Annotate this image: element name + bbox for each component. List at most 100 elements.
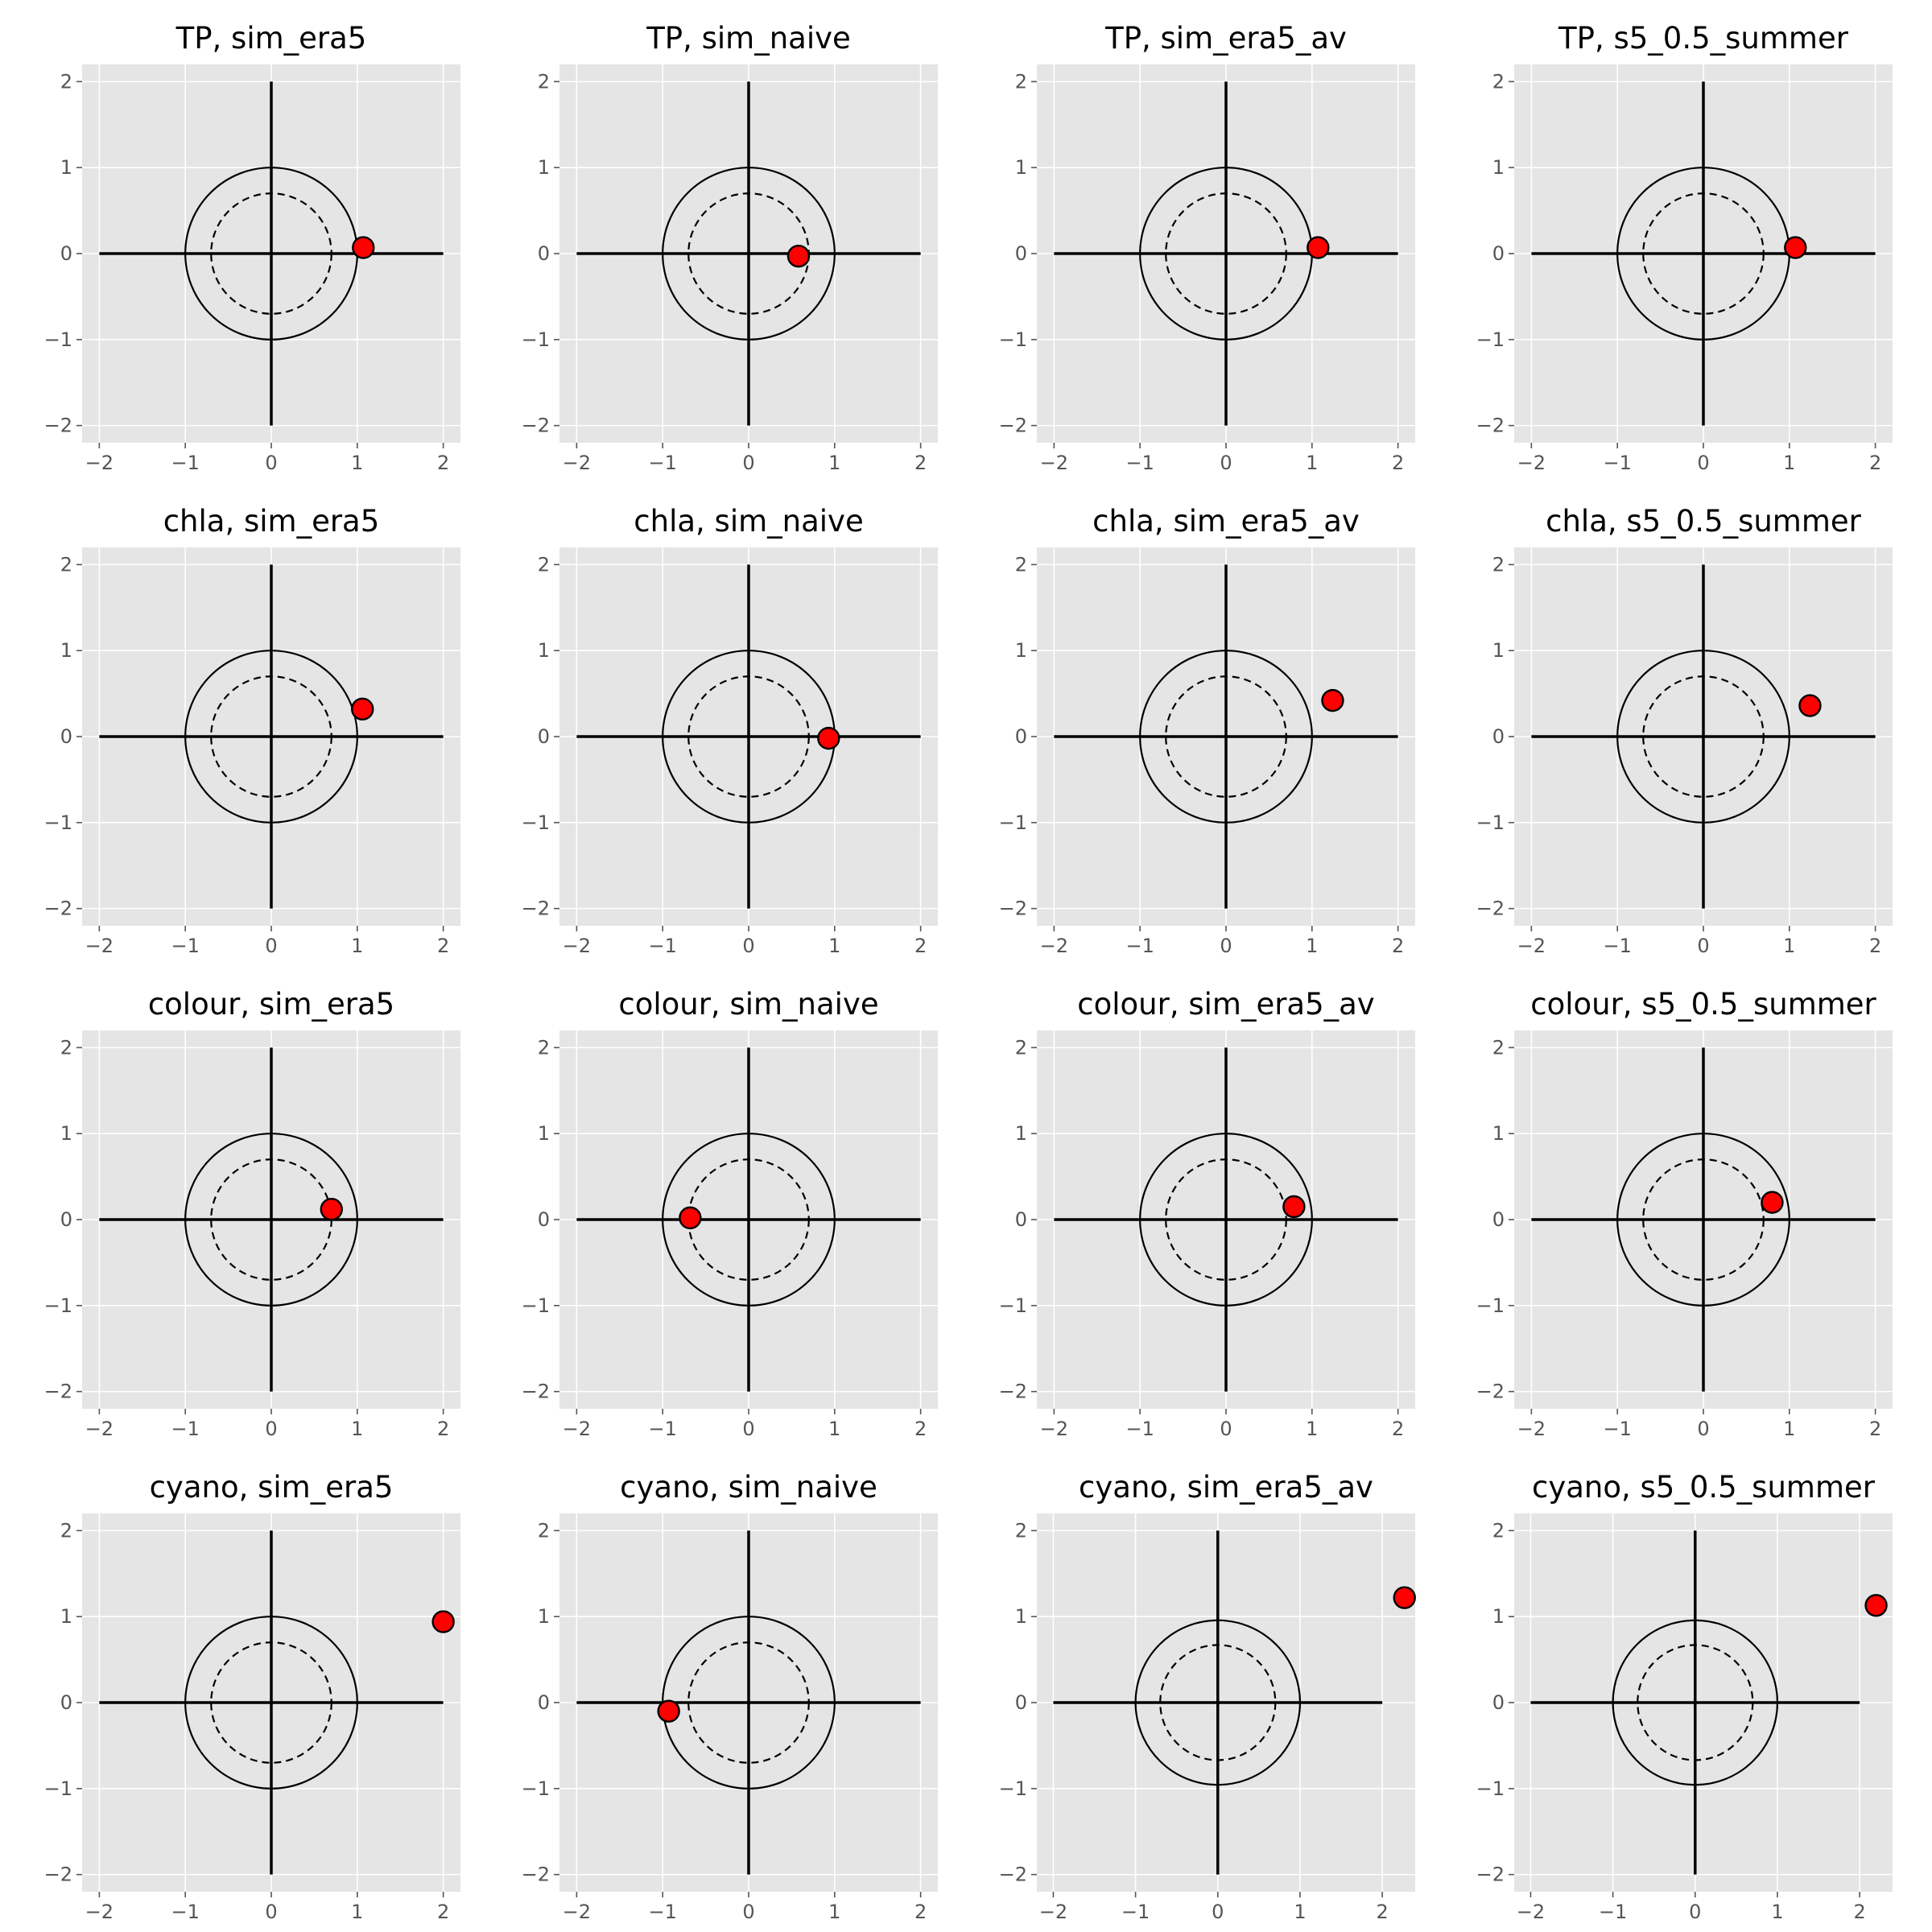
y-tick-label: −1 bbox=[1476, 811, 1505, 834]
subplot-6: −2 −2 −1 −1 0 0 1 1 2 2 chla, sim_era5_av bbox=[999, 504, 1415, 957]
subplot-1: −2 −2 −1 −1 0 0 1 1 2 2 TP, sim_naive bbox=[522, 21, 938, 474]
data-point bbox=[1321, 688, 1344, 712]
x-tick-label: −2 bbox=[563, 1901, 591, 1923]
x-tick-label: 1 bbox=[351, 935, 363, 957]
y-tick-label: −2 bbox=[522, 1381, 550, 1403]
x-tick-label: 1 bbox=[828, 452, 840, 474]
y-tick-label: 0 bbox=[1492, 725, 1505, 748]
x-tick-label: −1 bbox=[171, 935, 199, 957]
x-tick-label: 0 bbox=[1697, 452, 1709, 474]
inner-dashed-circle bbox=[1642, 675, 1765, 798]
y-tick-label: 1 bbox=[1492, 1122, 1505, 1145]
unit-circle bbox=[1134, 1619, 1302, 1786]
x-tick-label: 2 bbox=[437, 935, 449, 957]
subplot-title: chla, sim_naive bbox=[634, 504, 863, 539]
data-point bbox=[1798, 694, 1822, 717]
y-tick-label: −2 bbox=[999, 415, 1027, 437]
y-tick-label: 1 bbox=[60, 1605, 72, 1628]
subplot-4: −2 −2 −1 −1 0 0 1 1 2 2 chla, sim_era5 bbox=[44, 504, 460, 957]
x-tick-label: −2 bbox=[1517, 1901, 1545, 1923]
y-tick-label: 1 bbox=[1492, 1605, 1505, 1628]
y-tick-label: 2 bbox=[1015, 70, 1027, 93]
x-tick-label: −2 bbox=[85, 1901, 114, 1923]
x-tick-label: −2 bbox=[1040, 935, 1068, 957]
y-tick-label: 0 bbox=[538, 242, 550, 265]
y-tick-label: −2 bbox=[44, 898, 72, 920]
x-tick-label: 1 bbox=[1771, 1901, 1783, 1923]
x-tick-label: −1 bbox=[1599, 1901, 1627, 1923]
x-tick-label: 2 bbox=[437, 452, 449, 474]
y-tick-label: −1 bbox=[522, 328, 550, 351]
data-point bbox=[351, 697, 374, 721]
x-tick-label: 0 bbox=[265, 452, 277, 474]
y-tick-label: 2 bbox=[1492, 70, 1505, 93]
y-tick-label: 2 bbox=[60, 553, 72, 576]
y-tick-label: −2 bbox=[1476, 415, 1505, 437]
x-tick-label: 0 bbox=[1220, 1418, 1232, 1440]
x-tick-label: 1 bbox=[1783, 935, 1795, 957]
subplot-title: chla, sim_era5_av bbox=[1092, 504, 1360, 539]
x-tick-label: −2 bbox=[563, 935, 591, 957]
x-tick-label: 2 bbox=[1869, 1418, 1881, 1440]
x-tick-label: −2 bbox=[85, 935, 114, 957]
subplot-12: −2 −2 −1 −1 0 0 1 1 2 2 cyano, sim_era5 bbox=[44, 1470, 460, 1923]
subplot-11: −2 −2 −1 −1 0 0 1 1 2 2 colour, s5_0.5_summer bbox=[1476, 987, 1893, 1440]
y-tick-label: −2 bbox=[999, 1864, 1027, 1886]
x-tick-label: 0 bbox=[1689, 1901, 1701, 1923]
y-tick-label: 0 bbox=[60, 242, 72, 265]
x-tick-label: −1 bbox=[648, 935, 676, 957]
y-tick-label: −2 bbox=[44, 1381, 72, 1403]
subplot-13: −2 −2 −1 −1 0 0 1 1 2 2 cyano, sim_naive bbox=[522, 1470, 938, 1923]
y-tick-label: 1 bbox=[1015, 1122, 1027, 1145]
subplot-3: −2 −2 −1 −1 0 0 1 1 2 2 TP, s5_0.5_summer bbox=[1476, 21, 1893, 474]
x-tick-label: 2 bbox=[437, 1901, 449, 1923]
x-tick-label: 2 bbox=[437, 1418, 449, 1440]
y-tick-label: −2 bbox=[1476, 898, 1505, 920]
data-point bbox=[352, 236, 375, 259]
unit-circle bbox=[1612, 1619, 1779, 1786]
x-tick-label: −1 bbox=[1603, 935, 1631, 957]
data-point bbox=[431, 1610, 455, 1633]
unit-circle bbox=[184, 1133, 358, 1307]
x-tick-label: −1 bbox=[648, 1418, 676, 1440]
x-tick-label: 0 bbox=[1697, 935, 1709, 957]
subplot-9: −2 −2 −1 −1 0 0 1 1 2 2 colour, sim_naive bbox=[522, 987, 938, 1440]
subplot-title: colour, sim_era5 bbox=[148, 987, 394, 1022]
x-tick-label: 1 bbox=[351, 1901, 363, 1923]
y-tick-label: 2 bbox=[1015, 553, 1027, 576]
x-tick-label: −1 bbox=[171, 1901, 199, 1923]
x-tick-label: −2 bbox=[563, 1418, 591, 1440]
y-tick-label: −1 bbox=[522, 1777, 550, 1800]
x-tick-label: 0 bbox=[1697, 1418, 1709, 1440]
x-tick-label: 1 bbox=[1306, 452, 1318, 474]
subplot-title: chla, sim_era5 bbox=[163, 504, 380, 539]
unit-circle bbox=[1139, 1133, 1313, 1307]
y-tick-label: 0 bbox=[1492, 1691, 1505, 1714]
y-tick-label: −1 bbox=[999, 328, 1027, 351]
subplot-title: colour, sim_naive bbox=[618, 987, 878, 1022]
inner-dashed-circle bbox=[1165, 192, 1287, 315]
unit-circle bbox=[184, 1616, 358, 1790]
x-tick-label: 2 bbox=[1853, 1901, 1865, 1923]
y-tick-label: 1 bbox=[1015, 156, 1027, 179]
y-tick-label: 0 bbox=[538, 725, 550, 748]
y-tick-label: 0 bbox=[60, 1208, 72, 1231]
inner-dashed-circle bbox=[1637, 1644, 1754, 1761]
data-point bbox=[1761, 1191, 1784, 1214]
data-point bbox=[1393, 1586, 1416, 1609]
y-tick-label: −1 bbox=[999, 811, 1027, 834]
x-tick-label: −2 bbox=[1517, 1418, 1546, 1440]
y-tick-label: 2 bbox=[538, 553, 550, 576]
x-tick-label: −1 bbox=[1603, 1418, 1631, 1440]
subplot-title: TP, sim_era5_av bbox=[1104, 21, 1347, 56]
subplot-title: colour, s5_0.5_summer bbox=[1530, 987, 1876, 1022]
subplot-2: −2 −2 −1 −1 0 0 1 1 2 2 TP, sim_era5_av bbox=[999, 21, 1415, 474]
subplot-8: −2 −2 −1 −1 0 0 1 1 2 2 colour, sim_era5 bbox=[44, 987, 460, 1440]
y-tick-label: 0 bbox=[60, 1691, 72, 1714]
x-tick-label: −1 bbox=[1125, 452, 1154, 474]
x-tick-label: −2 bbox=[1517, 935, 1546, 957]
y-tick-label: −1 bbox=[44, 328, 72, 351]
x-tick-label: −2 bbox=[563, 452, 591, 474]
y-tick-label: 0 bbox=[1015, 1208, 1027, 1231]
y-tick-label: −2 bbox=[522, 1864, 550, 1886]
